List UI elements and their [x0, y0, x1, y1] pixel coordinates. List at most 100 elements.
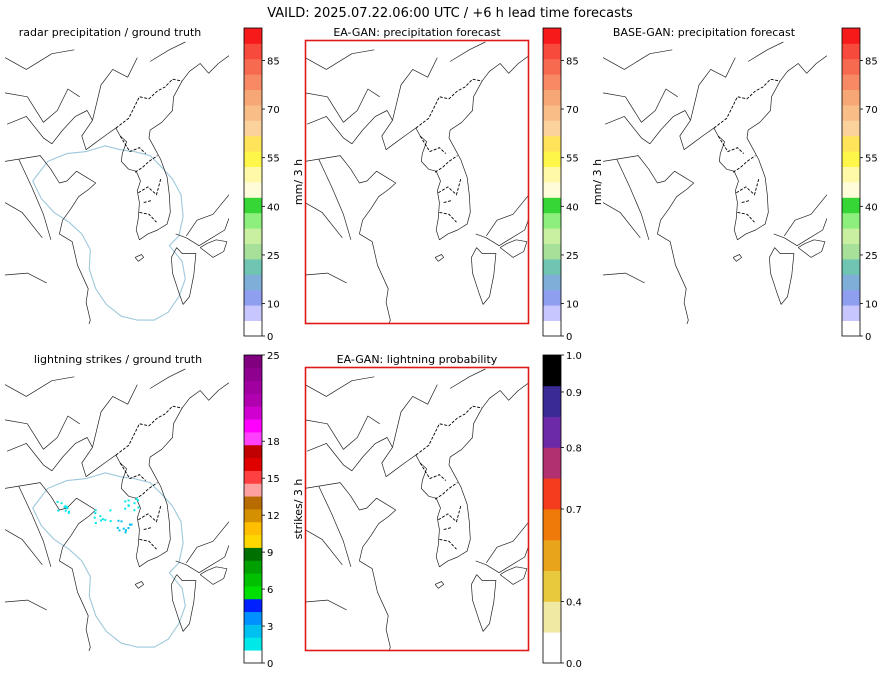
precip-colorbar-2-tick-label-4: 55 — [566, 154, 579, 165]
precip-colorbar-3-tick-label-1: 10 — [865, 300, 878, 311]
strikes-colorbar-swatch-15 — [244, 457, 262, 471]
strike-mark-3-7 — [135, 497, 138, 500]
coastline-3 — [784, 194, 827, 237]
strike-mark-0-4 — [66, 507, 69, 510]
coastline-4 — [471, 574, 497, 632]
province-border-6 — [449, 41, 486, 62]
coastline-0 — [306, 55, 529, 241]
strike-mark-0-1 — [57, 509, 60, 512]
precip-colorbar-3-swatch-12 — [842, 135, 860, 152]
strike-mark-1-7 — [100, 519, 102, 522]
lightning-prob-colorbar-swatch-7 — [543, 416, 561, 448]
province-border-3 — [5, 202, 43, 239]
province-border-1 — [690, 57, 736, 121]
precip-colorbar-3-swatch-8 — [842, 197, 860, 214]
precip-colorbar-1-tick-label-0: 0 — [267, 332, 273, 343]
coastline-0 — [6, 55, 229, 241]
strike-mark-3-8 — [136, 499, 139, 502]
strike-mark-3-6 — [124, 500, 127, 503]
precip-colorbar-2-swatch-18 — [543, 43, 561, 60]
precip-colorbar-3-tick-label-5: 70 — [865, 105, 878, 116]
precip-colorbar-2-swatch-6 — [543, 228, 561, 244]
precip-colorbar-1-swatch-10 — [244, 166, 262, 183]
strikes-colorbar-swatch-14 — [244, 470, 262, 484]
precip-colorbar-2-tick-label-2: 25 — [566, 251, 579, 262]
province-border-1 — [392, 57, 438, 121]
national-border-3 — [736, 178, 760, 196]
precip-colorbar-3-swatch-16 — [842, 74, 860, 90]
map-background — [305, 367, 529, 651]
precip-colorbar-1-tick-label-6: 85 — [267, 56, 280, 67]
province-border-1 — [392, 384, 438, 448]
precip-colorbar-3-swatch-14 — [842, 105, 860, 121]
national-border-4 — [439, 211, 457, 223]
precip-colorbar-1-swatch-2 — [244, 289, 262, 306]
coastline-5 — [797, 239, 826, 258]
province-border-5 — [603, 49, 673, 70]
precip-colorbar-2-swatch-7 — [543, 212, 561, 229]
strike-mark-1-4 — [99, 515, 102, 518]
strike-mark-1-5 — [104, 518, 107, 521]
precip-colorbar-3-outline — [841, 27, 861, 337]
national-border-2 — [717, 135, 745, 154]
national-border-3 — [438, 505, 462, 523]
coastline-0 — [6, 382, 229, 568]
strike-mark-2-7 — [124, 531, 127, 534]
precip-colorbar-3-swatch-2 — [842, 289, 860, 306]
precip-colorbar-2-tick-label-5: 70 — [566, 105, 579, 116]
strikes-colorbar-label: strikes/ 3 h — [292, 479, 305, 540]
precip-colorbar-1-swatch-17 — [244, 58, 262, 75]
precip-colorbar-2-swatch-10 — [543, 166, 561, 183]
national-border-1 — [134, 482, 158, 500]
coastline-5 — [499, 566, 528, 585]
strikes-colorbar-swatch-17 — [244, 432, 262, 446]
province-border-4 — [5, 599, 47, 611]
precip-colorbar-1-swatch-16 — [244, 74, 262, 90]
precip-colorbar-1-swatch-19 — [244, 28, 262, 44]
strike-mark-1-8 — [101, 518, 104, 521]
national-border-0 — [115, 78, 183, 129]
lightning-prob-colorbar-swatch-9 — [543, 355, 561, 387]
jeju-island — [732, 254, 743, 262]
strike-mark-2-4 — [127, 527, 130, 529]
radar-domain-outline — [32, 145, 186, 321]
coastline-3 — [486, 521, 529, 564]
province-border-4 — [305, 599, 347, 611]
precip-colorbar-2-tick-label-1: 10 — [566, 300, 579, 311]
map-panel-ea_lightning — [305, 367, 529, 651]
precip-colorbar-2-swatch-17 — [543, 58, 561, 75]
strike-mark-2-5 — [130, 523, 133, 526]
national-border-5 — [741, 200, 750, 204]
strikes-colorbar-tick-label-0: 0 — [267, 659, 273, 670]
precip-colorbar-2-swatch-3 — [543, 274, 561, 291]
precip-colorbar-1-swatch-11 — [244, 151, 262, 167]
coastline-3 — [186, 521, 229, 564]
strikes-colorbar-swatch-22 — [244, 367, 262, 382]
national-border-3 — [438, 178, 462, 196]
precip-colorbar-1-tick-label-2: 25 — [267, 251, 280, 262]
lightning-prob-colorbar-tick-label-2: 0.7 — [566, 505, 582, 516]
precip-colorbar-1-label: mm/ 3 h — [292, 159, 305, 205]
lightning-prob-colorbar-swatch-2 — [543, 570, 561, 602]
strikes-colorbar-tick-label-3: 9 — [267, 548, 273, 559]
province-border-2 — [318, 486, 352, 567]
precip-colorbar-2-swatch-19 — [543, 28, 561, 44]
coastline-0 — [306, 382, 529, 568]
national-border-0 — [115, 405, 183, 456]
jeju-island — [434, 581, 445, 589]
coastline-0 — [604, 55, 827, 241]
national-border-5 — [143, 200, 152, 204]
national-border-0 — [415, 405, 483, 456]
precip-colorbar-1-swatch-0 — [244, 320, 262, 337]
coastline-2 — [475, 545, 529, 574]
coastline-2 — [475, 218, 529, 247]
province-border-5 — [305, 49, 375, 70]
national-border-1 — [434, 482, 458, 500]
coastline-4 — [171, 574, 197, 632]
coastline-4 — [171, 247, 197, 305]
coastline-1 — [603, 155, 695, 324]
precip-colorbar-3-swatch-15 — [842, 89, 860, 106]
strikes-colorbar-swatch-2 — [244, 624, 262, 638]
national-border-4 — [439, 538, 457, 550]
